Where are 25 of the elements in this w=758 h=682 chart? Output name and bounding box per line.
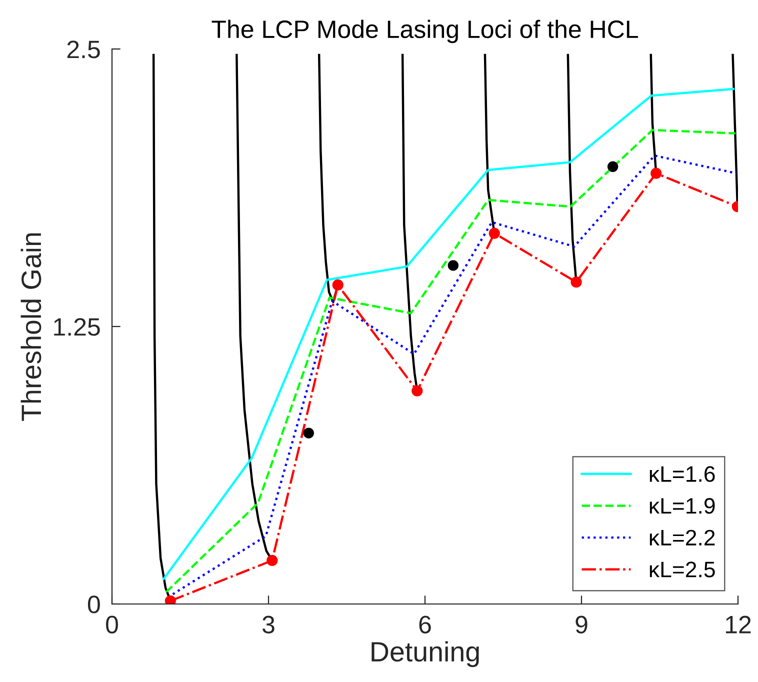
x-tick-label: 12 [726,616,751,634]
x-axis-title: Detuning [372,641,479,668]
point [266,554,278,566]
legend-label: κL=2.5 [650,562,715,578]
y-tick-label: 2.5 [67,40,100,58]
point [488,228,500,239]
point [412,385,423,396]
point [303,428,314,438]
y-axis-title: Threshold Gain [20,233,42,421]
x-tick-label: 6 [419,616,431,634]
chart-title: The LCP Mode Lasing Loci of the HCL [212,20,638,44]
legend-label: κL=1.9 [650,498,715,514]
y-tick-label: 1.25 [54,318,100,336]
x-tick-label: 3 [262,616,274,634]
point [607,161,618,172]
y-tick-label: 0 [88,596,100,614]
point [332,279,344,291]
legend-label: κL=1.6 [650,466,715,482]
point [164,595,176,604]
point [650,168,662,179]
x-tick-label: 0 [106,616,118,634]
point [570,276,582,288]
point [448,260,459,271]
legend-label: κL=2.2 [650,530,715,546]
x-tick-label: 9 [576,616,588,634]
